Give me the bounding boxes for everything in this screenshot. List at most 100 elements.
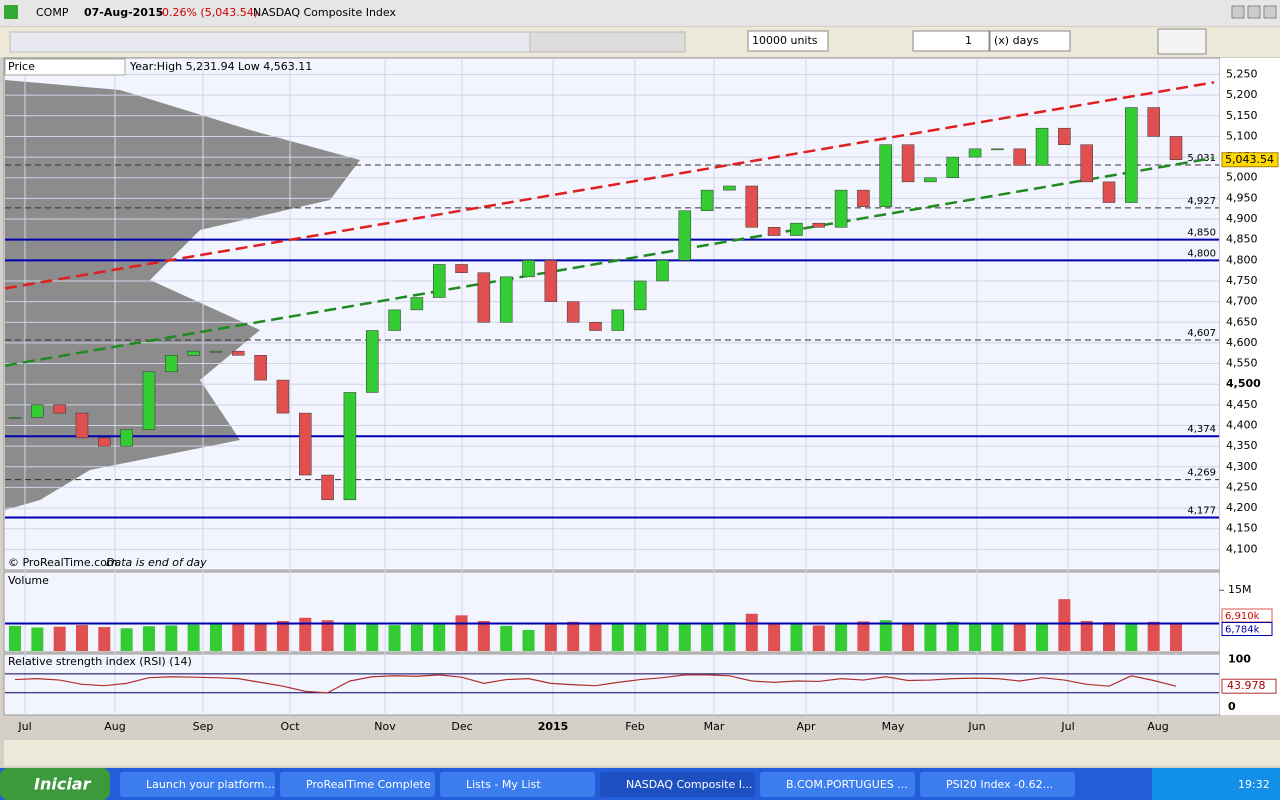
tool-strip[interactable]	[9, 31, 531, 53]
color-palette[interactable]	[529, 31, 686, 53]
candle	[142, 371, 156, 430]
maximize-button[interactable]	[1247, 5, 1261, 19]
candle	[700, 189, 714, 212]
x-tick-label: Jul	[1060, 720, 1074, 733]
x-tick-label: Feb	[625, 720, 644, 733]
period-input[interactable]	[912, 30, 990, 52]
x-tick-label: Oct	[280, 720, 300, 733]
change: -0.26% (5,043.54)	[158, 6, 258, 19]
x-tick-label: Dec	[451, 720, 472, 733]
volume-bar	[634, 624, 647, 651]
volume-bar	[946, 621, 959, 651]
volume-bar	[388, 625, 401, 651]
average-label: 6,784k	[1225, 625, 1260, 636]
y-tick-label: 4,100	[1226, 542, 1258, 555]
volume-bar	[299, 617, 312, 651]
axis-area	[1220, 58, 1280, 715]
close-button[interactable]	[1263, 5, 1277, 19]
y-tick-label: 5,200	[1226, 88, 1258, 101]
candle	[165, 355, 178, 373]
start-button[interactable]	[0, 768, 110, 800]
candle	[790, 222, 803, 236]
candle	[365, 330, 379, 393]
rsi-line	[14, 674, 1177, 694]
candle	[968, 148, 982, 158]
taskbar-item-label: NASDAQ Composite I...	[626, 778, 752, 791]
candle	[499, 276, 513, 323]
candle	[1125, 107, 1138, 203]
clock: 19:32	[1238, 778, 1270, 791]
candle	[98, 437, 111, 447]
candle	[767, 227, 781, 236]
y-tick-label: 5,250	[1226, 68, 1258, 81]
taskbar-item[interactable]	[440, 772, 595, 797]
x-tick-label: Aug	[1147, 720, 1168, 733]
candle	[633, 280, 647, 311]
volume-bar	[410, 624, 423, 651]
x-tick-label: Aug	[104, 720, 125, 733]
candle	[656, 260, 669, 282]
volume-bar	[567, 621, 580, 651]
x-tick-label: Jun	[967, 720, 985, 733]
units-select[interactable]	[747, 30, 829, 52]
volume-bar	[701, 623, 714, 651]
candle	[388, 309, 401, 331]
candle	[522, 260, 535, 278]
y-tick-label: 5,150	[1226, 109, 1258, 122]
taskbar-item-label: Lists - My List	[466, 778, 541, 791]
title-bar	[0, 0, 1280, 26]
volume-bar	[75, 625, 88, 651]
level-label: 5,031	[1187, 153, 1216, 164]
candle	[1169, 136, 1183, 161]
taskbar-item[interactable]	[120, 772, 275, 797]
y-tick-label: 4,950	[1226, 191, 1258, 204]
volume-bar	[9, 625, 21, 651]
taskbar-item[interactable]	[760, 772, 915, 797]
volume-bar	[276, 621, 289, 651]
candle	[946, 156, 959, 178]
candle	[53, 404, 66, 414]
y-tick-label: 5,100	[1226, 129, 1258, 142]
y-tick-label: 4,650	[1226, 315, 1258, 328]
level-label: 4,800	[1187, 248, 1216, 259]
taskbar-item-label: B.COM.PORTUGUES ...	[786, 778, 908, 791]
taskbar-item[interactable]	[280, 772, 435, 797]
y-tick-label: 4,300	[1226, 460, 1258, 473]
volume-bar	[745, 613, 758, 651]
volume-bar	[857, 621, 870, 651]
y-tick-label: 5,000	[1226, 171, 1258, 184]
level-label: 4,177	[1187, 506, 1216, 517]
candle	[589, 322, 602, 331]
candle	[1102, 181, 1116, 203]
minimize-button[interactable]	[1231, 5, 1245, 19]
y-tick-label: 4,450	[1226, 398, 1258, 411]
volume-bar	[879, 620, 892, 651]
drawing-tools	[9, 31, 686, 53]
y-tick-label: 4,600	[1226, 336, 1258, 349]
rsi-tag	[1221, 678, 1277, 694]
candle	[232, 350, 245, 356]
y-tick-label: 100	[1228, 653, 1251, 666]
symbol: COMP	[36, 6, 69, 19]
period-select[interactable]	[989, 30, 1071, 52]
volume-bar	[969, 623, 982, 651]
y-tick-label: 4,400	[1226, 418, 1258, 431]
volume-bar	[187, 624, 200, 651]
volume-bar	[165, 625, 178, 651]
pane-title: Price	[8, 60, 35, 73]
date: 07-Aug-2015	[84, 6, 163, 19]
candle	[678, 210, 692, 261]
tray	[1152, 768, 1280, 800]
candle	[1147, 107, 1160, 137]
level-label: 4,927	[1187, 196, 1216, 207]
volume-bar	[1125, 623, 1138, 651]
credit: © ProRealTime.com	[8, 556, 118, 569]
candle	[745, 185, 759, 228]
chart-type-button[interactable]	[1157, 28, 1207, 55]
volume-bar	[656, 624, 669, 651]
taskbar-item[interactable]	[920, 772, 1075, 797]
candle	[723, 185, 736, 191]
candle	[432, 264, 446, 298]
volume-bar	[209, 623, 222, 651]
taskbar-item[interactable]	[600, 772, 755, 797]
